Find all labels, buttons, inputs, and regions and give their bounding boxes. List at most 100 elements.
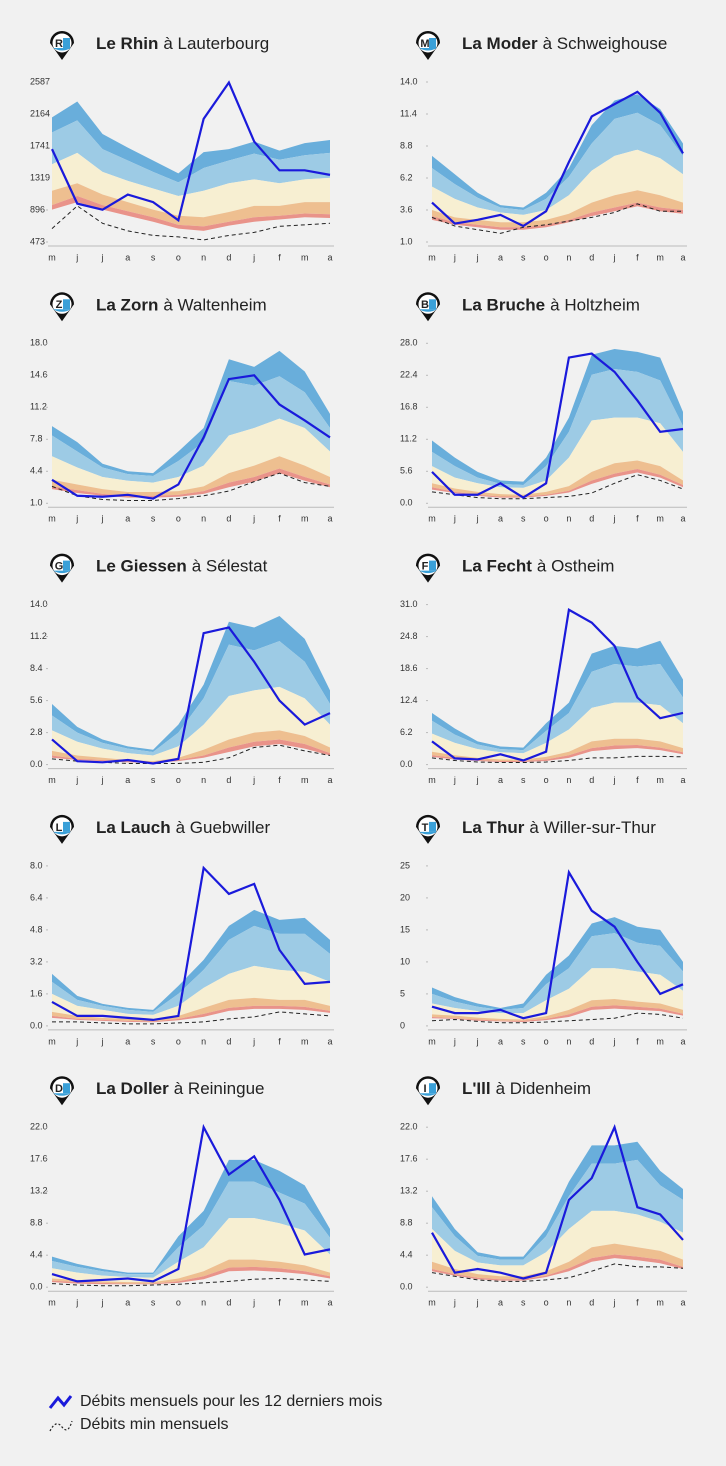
x-tick-label: m xyxy=(656,775,664,785)
x-tick-label: j xyxy=(252,1036,255,1046)
chart-title: La Thur à Willer-sur-Thur xyxy=(462,818,656,837)
x-tick-label: a xyxy=(327,1036,332,1046)
x-tick-label: o xyxy=(544,514,549,524)
y-tick-label: 8.8 xyxy=(30,1218,43,1228)
percentile-band xyxy=(52,965,330,1020)
monthly-flow-line xyxy=(431,869,684,1020)
river-name: La Fecht xyxy=(462,557,532,576)
y-tick-label: 0.0 xyxy=(30,1282,43,1292)
icon-wave xyxy=(419,570,437,574)
percentile-band xyxy=(432,417,683,495)
river-chart: La Lauch à Guebwiller 0.0 1.6 3.2 4.8 6.4 8.0 m j… xyxy=(30,818,334,1046)
min-flow-line xyxy=(51,744,331,764)
x-tick-label: a xyxy=(125,252,130,262)
y-tick-label: 2.8 xyxy=(30,727,43,737)
river-chart: La Fecht à Ostheim 0.0 6.2 12.4 18.6 24.8 31.0 m… xyxy=(400,557,687,785)
min-flow-line xyxy=(431,1263,684,1282)
river-icon: G xyxy=(50,553,74,583)
icon-letter: M xyxy=(420,38,429,50)
y-tick-label: 896 xyxy=(30,204,45,214)
chart-title: L'Ill à Didenheim xyxy=(462,1080,591,1099)
percentile-band xyxy=(432,112,683,215)
x-tick-label: s xyxy=(521,1036,526,1046)
monthly-flow-line xyxy=(431,1123,684,1280)
percentile-band xyxy=(432,968,683,1020)
percentile-band xyxy=(52,152,330,218)
percentile-band xyxy=(52,997,330,1022)
y-tick-label: 8.0 xyxy=(30,860,43,870)
y-tick-label: 17.6 xyxy=(30,1154,48,1164)
x-tick-label: a xyxy=(680,775,685,785)
icon-water xyxy=(429,38,436,48)
x-tick-label: a xyxy=(498,775,503,785)
percentile-band xyxy=(52,468,330,498)
y-tick-label: 4.4 xyxy=(30,1250,43,1260)
y-tick-label: 1741 xyxy=(30,140,50,150)
y-tick-label: 8.8 xyxy=(400,140,413,150)
x-tick-label: j xyxy=(453,1036,456,1046)
river-chart: La Zorn à Waltenheim 1.0 4.4 7.8 11.2 14.6 18.0… xyxy=(30,296,334,524)
x-tick-label: m xyxy=(48,775,56,785)
y-tick-label: 0.0 xyxy=(30,759,43,769)
y-tick-label: 31.0 xyxy=(400,599,418,609)
y-tick-label: 6.4 xyxy=(30,892,43,902)
y-tick-label: 6.2 xyxy=(400,172,413,182)
x-tick-label: f xyxy=(636,1036,639,1046)
percentile-band xyxy=(432,202,683,230)
min-flow-line xyxy=(431,1012,684,1024)
percentile-band xyxy=(432,663,683,754)
x-tick-label: d xyxy=(589,1298,594,1308)
river-icon: L xyxy=(50,814,74,844)
icon-wave xyxy=(419,1093,437,1096)
percentile-band xyxy=(52,925,330,1015)
chart-title: La Fecht à Ostheim xyxy=(462,557,614,576)
x-tick-label: n xyxy=(201,775,206,785)
legend-label: Débits min mensuels xyxy=(80,1416,229,1433)
percentile-band xyxy=(52,456,330,496)
chart-title: La Lauch à Guebwiller xyxy=(96,818,270,837)
x-tick-label: a xyxy=(498,1036,503,1046)
y-tick-label: 4.4 xyxy=(400,1250,413,1260)
y-tick-label: 6.2 xyxy=(400,727,413,737)
river-chart: La Moder à Schweighouse 1.0 3.6 6.2 8.8 11.4 14… xyxy=(400,34,687,262)
min-flow-line xyxy=(51,472,331,501)
percentile-band xyxy=(432,349,683,486)
river-icon: Z xyxy=(50,292,74,322)
x-tick-label: s xyxy=(151,514,156,524)
x-tick-label: a xyxy=(498,252,503,262)
river-place: à Reiningue xyxy=(174,1080,265,1099)
y-tick-label: 11.2 xyxy=(30,631,47,641)
y-tick-label: 2587 xyxy=(30,76,50,86)
min-flow-line xyxy=(52,1011,331,1025)
river-chart: La Bruche à Holtzheim 0.0 5.6 11.2 16.8 22.4 28… xyxy=(400,296,687,524)
x-tick-label: j xyxy=(453,775,456,785)
icon-wave xyxy=(53,1093,71,1096)
x-tick-label: n xyxy=(201,252,206,262)
x-tick-label: a xyxy=(327,1298,332,1308)
chart-title: Le Rhin à Lauterbourg xyxy=(96,34,269,53)
y-tick-label: 8.8 xyxy=(400,1218,413,1228)
river-name: La Thur xyxy=(462,818,525,837)
x-tick-label: o xyxy=(176,1298,181,1308)
x-tick-label: f xyxy=(636,775,639,785)
percentile-band xyxy=(52,183,330,227)
x-tick-label: m xyxy=(656,514,664,524)
river-chart: Le Giessen à Sélestat 0.0 2.8 5.6 8.4 11.2 14.0… xyxy=(30,557,334,785)
river-name: L'Ill xyxy=(462,1080,491,1099)
x-tick-label: d xyxy=(226,1298,231,1308)
y-tick-label: 2164 xyxy=(30,108,50,118)
percentile-band xyxy=(432,933,683,1014)
x-tick-label: m xyxy=(428,1298,436,1308)
y-tick-label: 22.0 xyxy=(400,1122,418,1132)
percentile-band xyxy=(52,1218,330,1283)
y-tick-label: 4.4 xyxy=(30,466,43,476)
river-place: à Guebwiller xyxy=(176,818,271,837)
icon-wave xyxy=(53,831,71,835)
icon-letter: R xyxy=(55,38,63,50)
min-flow-line xyxy=(51,1277,331,1287)
y-tick-label: 11.2 xyxy=(30,402,47,412)
x-tick-label: a xyxy=(125,775,130,785)
river-name: Le Rhin xyxy=(96,34,158,53)
x-tick-label: n xyxy=(566,775,571,785)
min-flow-line xyxy=(431,474,684,500)
